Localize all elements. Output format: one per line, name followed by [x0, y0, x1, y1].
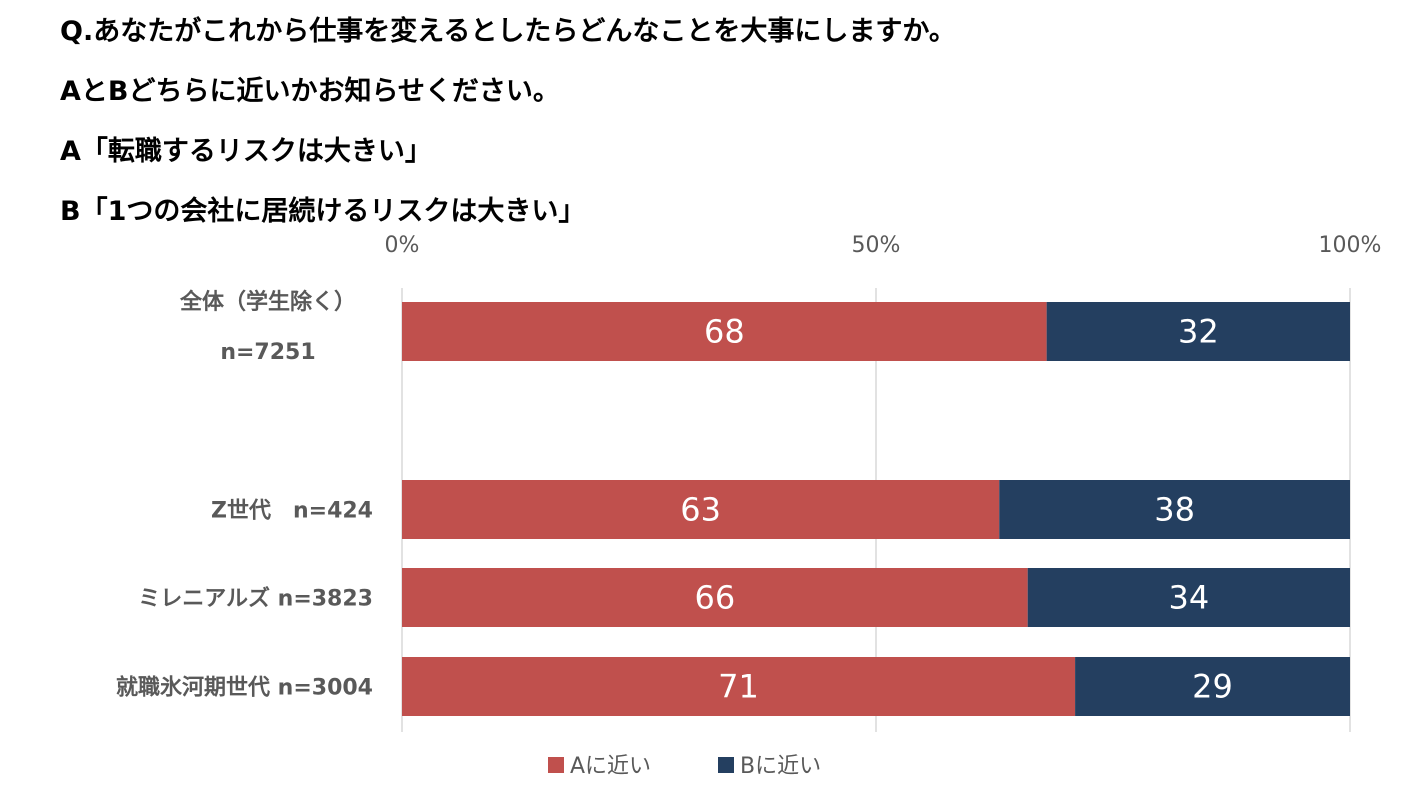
- category-label: n=7251: [220, 340, 315, 365]
- legend-swatch: [548, 757, 564, 773]
- category-label: Z世代 n=424: [211, 499, 373, 524]
- bar-segment: [999, 480, 1350, 539]
- category-labels: 全体（学生除く） n=7251 Z世代 n=424 ミレニアルズ n=3823 就職氷河…: [116, 289, 373, 701]
- bar-segment: [1027, 568, 1350, 627]
- bar-segment: [1075, 657, 1350, 716]
- question-line-2: AとBどちらに近いかお知らせください。: [60, 76, 560, 107]
- bars: 68 32 63 38 66 34 71 29: [402, 302, 1350, 716]
- bar-segment: [402, 568, 1028, 627]
- bar-segment: [1046, 302, 1350, 361]
- legend-label: Aに近い: [570, 754, 651, 779]
- bar-value-label: 29: [1192, 668, 1233, 706]
- category-label: 全体（学生除く）: [179, 289, 356, 315]
- bar-value-label: 68: [704, 313, 745, 351]
- x-tick-label: 50%: [852, 233, 901, 258]
- legend-label: Bに近い: [740, 754, 821, 779]
- bar-segment: [402, 657, 1076, 716]
- category-label: 就職氷河期世代 n=3004: [116, 675, 373, 701]
- question-line-1: Q.あなたがこれから仕事を変えるとしたらどんなことを大事にしますか。: [60, 16, 956, 47]
- legend: Aに近い Bに近い: [548, 754, 821, 779]
- bar-value-label: 32: [1178, 313, 1219, 351]
- bar-value-label: 71: [718, 668, 759, 706]
- bar-value-label: 63: [680, 491, 721, 529]
- bar-segment: [402, 302, 1047, 361]
- x-tick-label: 0%: [385, 233, 420, 258]
- legend-swatch: [718, 757, 734, 773]
- bar-value-label: 38: [1154, 491, 1195, 529]
- bar-value-label: 34: [1168, 579, 1209, 617]
- x-axis-ticks: 0% 50% 100%: [385, 233, 1382, 258]
- bar-value-label: 66: [694, 579, 735, 617]
- question-line-3: A「転職するリスクは大きい」: [60, 136, 432, 167]
- x-tick-label: 100%: [1319, 233, 1382, 258]
- question-line-4: B「1つの会社に居続けるリスクは大きい」: [60, 196, 586, 227]
- category-label: ミレニアルズ n=3823: [138, 586, 373, 612]
- bar-segment: [402, 480, 1000, 539]
